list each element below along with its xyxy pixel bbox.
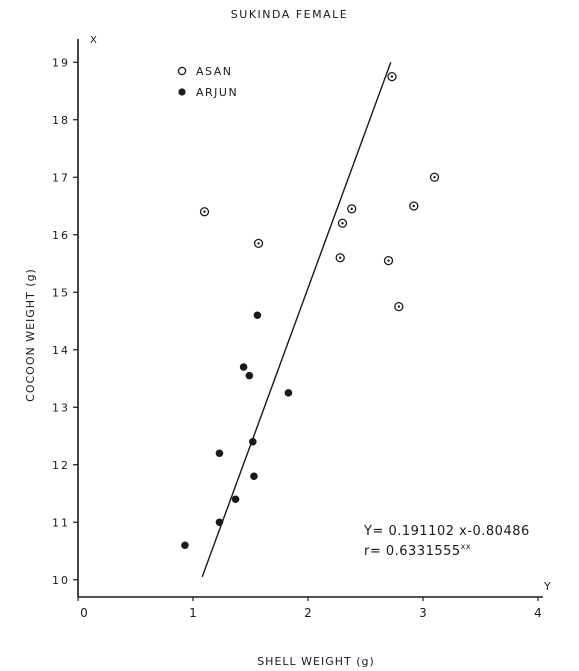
regression-equation: Y= 0.191102 x-0.80486: [364, 524, 530, 539]
y-tick-label: 11: [52, 516, 70, 529]
data-point-arjun: [181, 541, 189, 550]
data-point-center-asan: [341, 222, 344, 225]
data-point-center-asan: [412, 204, 415, 208]
regression-line: [201, 62, 392, 578]
chart-title: SUKINDA FEMALE: [230, 8, 349, 21]
y-tick-label: 10: [52, 574, 70, 587]
data-point-center-asan: [203, 210, 206, 213]
x-tick-label: 0: [80, 606, 88, 620]
legend: ASAN ARJUN: [177, 65, 238, 99]
data-point-arjun: [250, 472, 258, 481]
x-tick-label: 3: [419, 606, 427, 620]
y-tick-label: 12: [52, 459, 70, 472]
series-arjun: [181, 311, 293, 550]
data-point-arjun: [239, 363, 248, 371]
x-axis-title: SHELL WEIGHT (g): [257, 655, 375, 668]
series-asan: [199, 71, 440, 312]
correlation-coefficient: r= 0.6331555xx: [364, 542, 472, 559]
y-tick-label: 16: [52, 229, 70, 242]
legend-marker-arjun: [178, 88, 186, 96]
x-tick-label: 1: [189, 606, 197, 620]
correlation-text: r= 0.6331555: [364, 544, 461, 559]
significance-mark: xx: [460, 542, 472, 551]
equation-text: Y= 0.191102 x-0.80486: [364, 524, 530, 539]
y-tick-label: 19: [52, 56, 70, 69]
data-point-arjun: [249, 437, 257, 446]
data-point-arjun: [245, 371, 254, 380]
data-point-arjun: [215, 449, 224, 458]
data-point-center-asan: [387, 259, 390, 262]
y-tick-label: 18: [52, 114, 70, 127]
data-point-arjun: [284, 389, 293, 397]
x-tick-label: 4: [534, 606, 542, 620]
y-axis-end-letter: X: [90, 35, 97, 46]
data-point-center-asan: [350, 207, 353, 211]
x-tick-label: 2: [304, 606, 312, 620]
data-point-arjun: [231, 495, 240, 504]
y-axis-title: COCOON WEIGHT (g): [24, 268, 37, 402]
legend-label-asan: ASAN: [196, 65, 232, 78]
data-point-arjun: [215, 518, 224, 527]
data-point-arjun: [253, 311, 262, 320]
data-point-center-asan: [339, 256, 342, 259]
legend-label-arjun: ARJUN: [196, 86, 238, 99]
data-point-center-asan: [433, 176, 436, 179]
data-point-center-asan: [397, 305, 401, 308]
axes: [77, 39, 543, 598]
data-point-center-asan: [390, 75, 394, 78]
legend-marker-asan: [177, 66, 187, 76]
regression-line-group: [201, 62, 392, 578]
tick-marks: [73, 61, 539, 601]
y-tick-label: 13: [52, 401, 70, 414]
y-tick-label: 17: [52, 171, 70, 184]
data-point-center-asan: [257, 242, 260, 245]
x-axis-end-letter: Y: [543, 580, 551, 593]
data-points: [181, 71, 440, 550]
y-tick-label: 14: [52, 344, 70, 357]
y-tick-label: 15: [52, 286, 70, 299]
